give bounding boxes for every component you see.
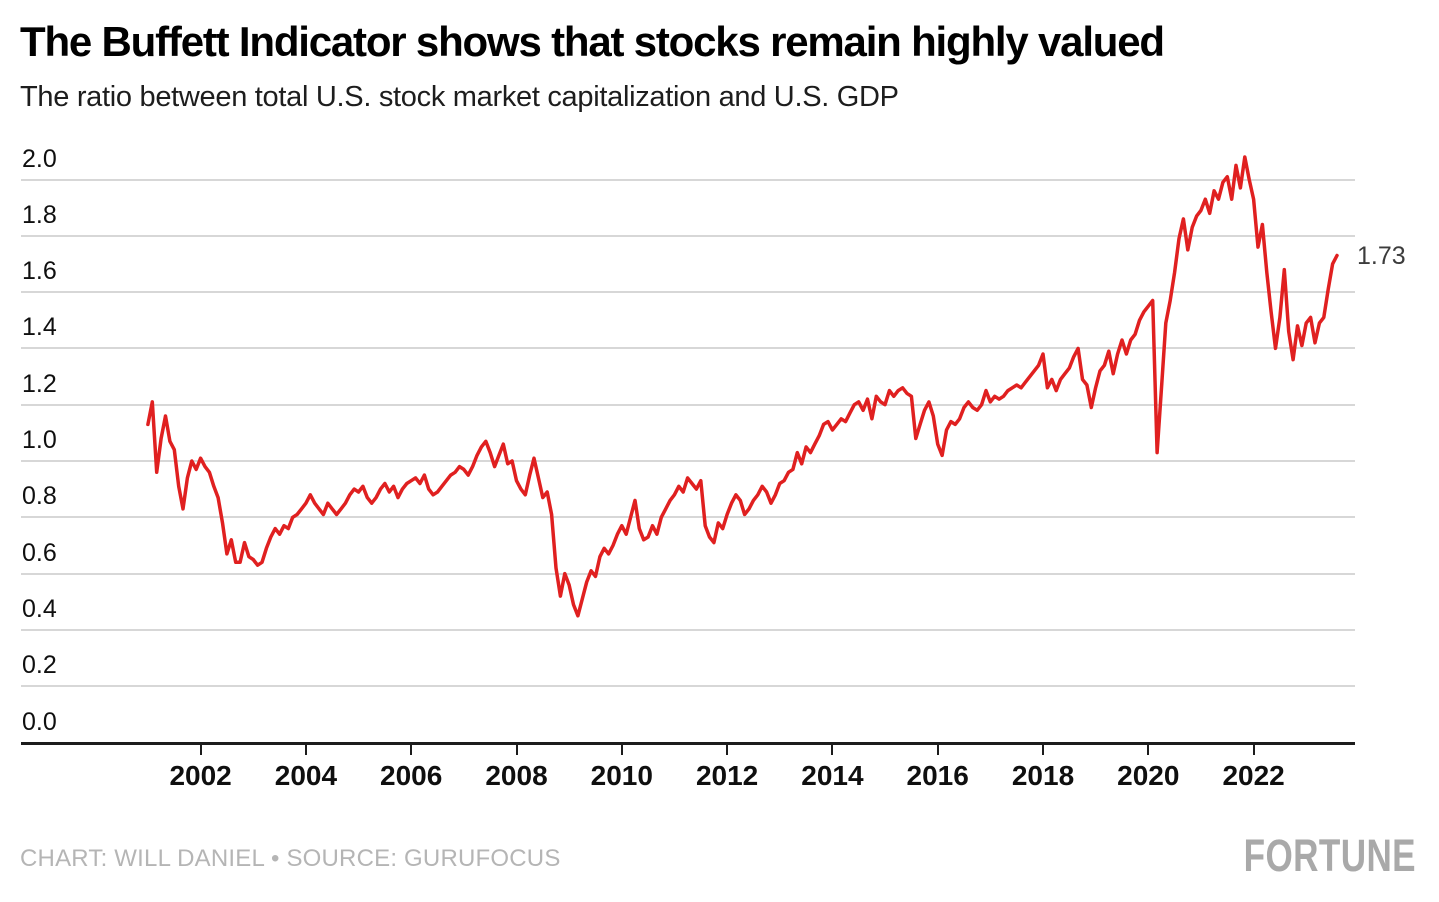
x-axis-label: 2010	[590, 760, 653, 791]
y-axis-label: 1.2	[22, 369, 57, 398]
gridline	[21, 460, 1355, 462]
gridline	[21, 685, 1355, 688]
x-axis-tick	[515, 744, 518, 755]
chart-title: The Buffett Indicator shows that stocks …	[20, 18, 1165, 65]
y-axis-label: 2.0	[22, 144, 57, 173]
x-axis-tick	[726, 744, 729, 755]
x-axis-line	[21, 741, 1355, 745]
x-axis-label: 2004	[274, 760, 338, 791]
y-axis-label: 1.4	[22, 313, 57, 342]
gridline	[21, 178, 1355, 181]
fortune-logo: FORTUNE	[1243, 830, 1416, 881]
x-axis-label: 2014	[801, 760, 864, 791]
x-axis-label: 2016	[906, 760, 969, 791]
x-axis-tick	[831, 744, 834, 755]
x-axis-tick	[1042, 744, 1044, 755]
x-axis-tick	[410, 744, 413, 755]
gridline	[21, 516, 1355, 519]
gridline	[21, 234, 1355, 237]
gridline	[21, 403, 1355, 406]
gridline	[21, 572, 1355, 575]
y-axis-label: 0.6	[22, 538, 57, 567]
y-axis-label: 0.4	[22, 594, 57, 623]
x-axis-tick	[1147, 744, 1150, 755]
y-axis-label: 1.8	[22, 200, 57, 229]
x-axis-label: 2008	[485, 760, 548, 791]
y-axis-label: 0.2	[22, 651, 57, 680]
x-axis-label: 2012	[695, 760, 759, 791]
x-axis-label: 2002	[169, 760, 232, 791]
x-axis-label: 2018	[1011, 760, 1075, 791]
chart-subtitle: The ratio between total U.S. stock marke…	[20, 81, 899, 113]
y-axis-label: 0.0	[22, 707, 57, 736]
gridline	[21, 291, 1355, 294]
latest-value-label: 1.73	[1357, 242, 1406, 270]
gridline	[21, 347, 1355, 350]
y-axis-label: 0.8	[22, 482, 57, 511]
gridline	[21, 628, 1355, 631]
x-axis-label: 2020	[1117, 760, 1180, 791]
credit-line: CHART: WILL DANIEL • SOURCE: GURUFOCUS	[20, 845, 561, 872]
x-axis-label: 2022	[1222, 760, 1285, 791]
y-axis-label: 1.0	[22, 426, 57, 454]
y-axis-label: 1.6	[22, 257, 57, 286]
x-axis-tick	[199, 744, 202, 755]
x-axis-tick	[620, 744, 623, 755]
x-axis-tick	[304, 744, 307, 755]
x-axis-label: 2006	[380, 760, 443, 791]
x-axis-tick	[1252, 744, 1255, 755]
x-axis-tick	[936, 744, 939, 755]
buffett-indicator-line	[146, 155, 1339, 618]
